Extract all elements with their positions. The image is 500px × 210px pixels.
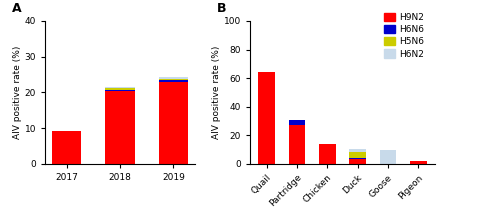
Bar bbox=[319, 144, 336, 164]
Bar bbox=[159, 80, 188, 82]
Bar bbox=[106, 87, 134, 88]
Bar bbox=[159, 82, 188, 164]
Y-axis label: AIV positive rate (%): AIV positive rate (%) bbox=[212, 46, 221, 139]
Bar bbox=[106, 88, 134, 90]
Bar bbox=[380, 150, 396, 164]
Bar bbox=[350, 158, 366, 159]
Bar bbox=[52, 131, 81, 164]
Bar bbox=[106, 90, 134, 91]
Bar bbox=[410, 161, 426, 164]
Bar bbox=[159, 77, 188, 79]
Bar bbox=[350, 159, 366, 164]
Bar bbox=[288, 120, 306, 125]
Bar bbox=[159, 79, 188, 80]
Bar bbox=[106, 91, 134, 164]
Text: B: B bbox=[216, 3, 226, 15]
Bar bbox=[288, 125, 306, 164]
Bar bbox=[350, 149, 366, 152]
Text: A: A bbox=[12, 3, 22, 15]
Bar bbox=[350, 152, 366, 158]
Legend: H9N2, H6N6, H5N6, H6N2: H9N2, H6N6, H5N6, H6N2 bbox=[382, 11, 426, 60]
Y-axis label: AIV positive rate (%): AIV positive rate (%) bbox=[12, 46, 22, 139]
Bar bbox=[258, 72, 275, 164]
